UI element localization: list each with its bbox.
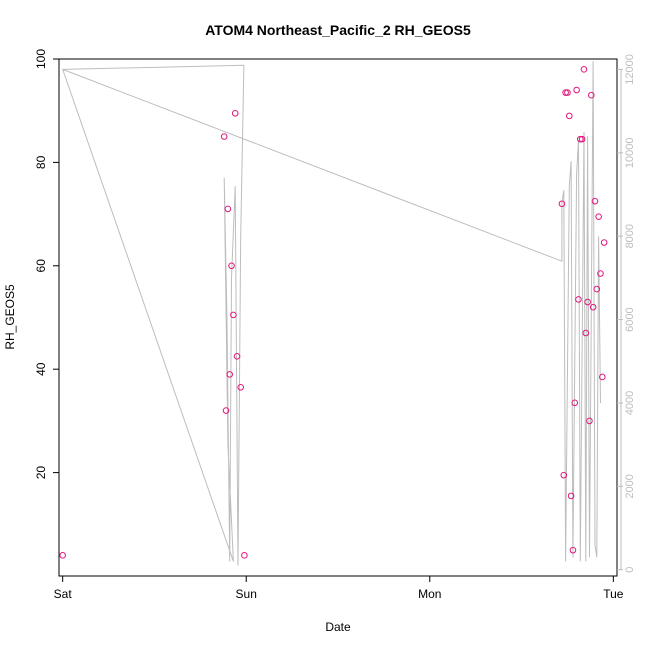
data-point <box>582 329 590 337</box>
data-point <box>222 407 230 414</box>
data-point <box>586 417 593 425</box>
y-axis-label: RH_GEOS5 <box>3 284 17 350</box>
y-tick-label: 20 <box>34 466 48 480</box>
data-points-layer <box>59 66 608 559</box>
plot-frame <box>58 58 618 577</box>
y2-tick-label: 6000 <box>624 307 636 331</box>
data-point <box>241 552 248 559</box>
data-point <box>575 296 582 303</box>
data-point <box>228 262 235 270</box>
y2-tick-label: 12000 <box>624 54 636 85</box>
data-point <box>597 270 604 277</box>
altitude-line <box>61 61 601 566</box>
y2-tick-label: 2000 <box>624 474 636 498</box>
x-axis-label: Date <box>325 620 351 634</box>
y2-tick-label: 8000 <box>624 224 636 248</box>
data-point <box>571 399 579 407</box>
x-tick-label: Mon <box>418 587 441 601</box>
data-point <box>233 352 241 360</box>
data-point <box>584 298 591 306</box>
right-axis: 0 2000 4000 6000 8000 10000 12000 <box>617 54 636 573</box>
y-tick-label: 100 <box>34 49 48 69</box>
data-point <box>573 86 580 94</box>
data-point <box>231 109 239 117</box>
data-point <box>565 112 573 120</box>
data-point <box>220 133 228 140</box>
y2-tick-label: 10000 <box>624 138 636 169</box>
y2-tick-label: 4000 <box>624 391 636 415</box>
x-axis: Sat Sun Mon Tue <box>54 575 624 601</box>
data-point <box>576 135 584 143</box>
y-tick-label: 80 <box>34 155 48 169</box>
data-point <box>224 205 232 213</box>
data-point <box>230 311 237 319</box>
data-point <box>591 197 599 205</box>
y-tick-label: 60 <box>34 259 48 273</box>
data-point <box>593 285 601 293</box>
data-point <box>599 373 606 381</box>
data-point <box>588 91 595 99</box>
x-tick-label: Tue <box>603 587 624 601</box>
x-tick-label: Sat <box>54 587 73 601</box>
data-point <box>226 371 234 378</box>
data-point <box>564 89 571 96</box>
data-point <box>589 303 597 311</box>
altitude-line-layer <box>61 61 601 566</box>
data-point <box>560 471 568 479</box>
chart-title: ATOM4 Northeast_Pacific_2 RH_GEOS5 <box>205 22 471 38</box>
data-point <box>567 492 575 500</box>
data-point <box>595 213 602 220</box>
left-axis: 20 40 60 80 100 <box>34 49 59 480</box>
data-point <box>558 200 566 208</box>
data-point <box>578 135 586 143</box>
data-point <box>237 383 245 391</box>
y2-tick-label: 0 <box>624 567 636 573</box>
data-point <box>569 546 577 554</box>
data-point <box>59 552 66 559</box>
data-point <box>600 239 608 246</box>
data-point <box>562 89 569 96</box>
x-tick-label: Sun <box>236 587 257 601</box>
data-point <box>580 66 588 73</box>
y-tick-label: 40 <box>34 362 48 376</box>
